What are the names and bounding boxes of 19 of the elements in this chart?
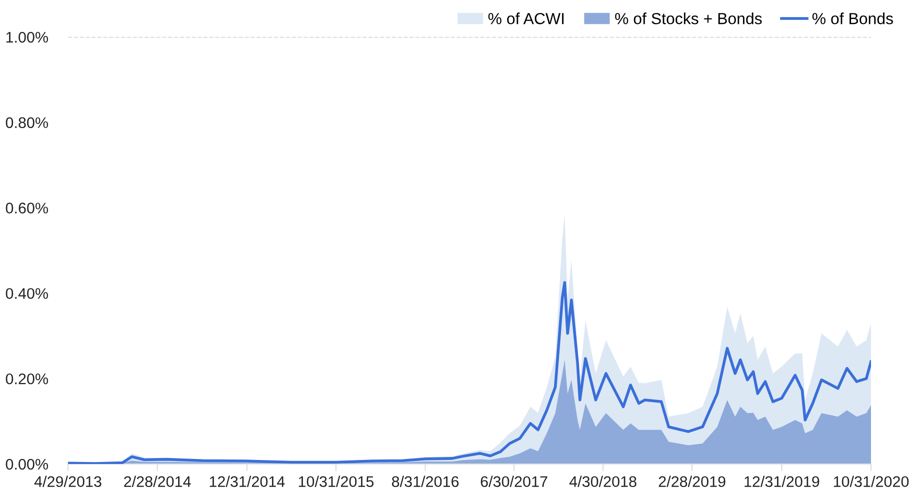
- x-tick-label: 4/29/2013: [34, 476, 102, 488]
- x-tick-label: 12/31/2014: [210, 476, 285, 488]
- x-tick-label: 4/30/2018: [569, 476, 636, 488]
- x-tick-label: 2/28/2014: [124, 476, 191, 488]
- x-tick-label: 2/28/2019: [658, 476, 726, 488]
- y-tick-label: 0.80%: [6, 117, 48, 128]
- y-tick-label: 0.40%: [6, 288, 48, 299]
- legend-label: % of Bonds: [812, 12, 893, 24]
- legend-label: % of ACWI: [488, 12, 564, 24]
- x-tick-label: 10/31/2015: [298, 476, 374, 488]
- y-tick-label: 1.00%: [6, 32, 48, 43]
- x-tick-label: 10/31/2020: [834, 476, 909, 488]
- x-tick-label: 8/31/2016: [392, 476, 459, 488]
- legend-label: % of Stocks + Bonds: [615, 12, 762, 24]
- y-tick-label: 0.60%: [6, 202, 48, 214]
- x-tick-label: 12/31/2019: [744, 476, 820, 488]
- y-tick-label: 0.00%: [6, 458, 48, 470]
- x-tick-label: 6/30/2017: [480, 476, 548, 488]
- y-tick-label: 0.20%: [6, 373, 48, 384]
